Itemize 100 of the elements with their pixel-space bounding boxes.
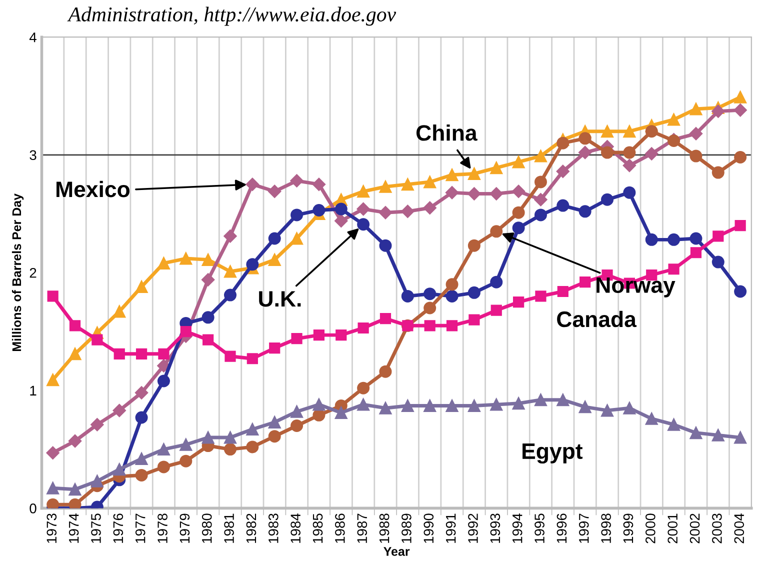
- point: [158, 348, 170, 360]
- point: [668, 113, 680, 126]
- point: [668, 418, 680, 431]
- point: [92, 334, 103, 346]
- point: [512, 206, 525, 219]
- point: [401, 178, 414, 191]
- point: [601, 125, 614, 138]
- point: [690, 247, 702, 258]
- point: [291, 333, 302, 344]
- point: [712, 428, 724, 442]
- x-tick-label: 1996: [556, 514, 567, 543]
- point: [224, 431, 236, 444]
- point: [424, 320, 436, 332]
- x-tick-label: 1974: [68, 513, 79, 543]
- point: [623, 402, 636, 414]
- point: [446, 278, 458, 291]
- point: [734, 431, 747, 444]
- point: [468, 399, 480, 412]
- point: [68, 483, 82, 496]
- x-tick-label: 1988: [379, 514, 390, 543]
- point: [180, 326, 192, 338]
- point: [268, 232, 281, 245]
- point: [246, 353, 258, 364]
- point: [357, 398, 370, 411]
- point: [490, 398, 503, 411]
- x-tick-label: 1980: [202, 514, 212, 543]
- point: [313, 330, 325, 341]
- point: [424, 176, 436, 188]
- point: [512, 222, 525, 234]
- point: [46, 374, 60, 386]
- point: [135, 468, 148, 482]
- x-tick-label: 2003: [712, 514, 722, 544]
- point: [224, 230, 237, 243]
- point: [712, 230, 724, 242]
- point: [90, 418, 104, 432]
- x-axis-title: Year: [384, 547, 410, 556]
- x-tick-label: 1994: [512, 513, 522, 543]
- x-tick-label: 1987: [357, 514, 368, 543]
- series-label: Egypt: [522, 444, 583, 464]
- point: [201, 273, 215, 286]
- x-tick-label: 1976: [113, 514, 124, 543]
- point: [601, 193, 614, 206]
- x-tick-label: 1997: [578, 514, 589, 543]
- point: [645, 147, 658, 160]
- point: [379, 402, 392, 414]
- point: [423, 201, 436, 214]
- x-tick-label: 1992: [468, 514, 478, 543]
- point: [290, 208, 304, 222]
- point: [379, 180, 392, 193]
- point: [157, 460, 170, 474]
- point: [424, 302, 436, 314]
- point: [246, 258, 259, 271]
- point: [224, 288, 236, 302]
- x-tick-label: 1982: [246, 514, 256, 543]
- point: [68, 498, 82, 508]
- point: [623, 125, 636, 138]
- point: [290, 405, 304, 418]
- point: [46, 482, 60, 494]
- x-tick-label: 1990: [424, 514, 434, 543]
- point: [401, 204, 414, 218]
- point: [557, 286, 568, 298]
- y-axis-title: Millions of Barrels Per Day: [12, 194, 24, 352]
- point: [47, 290, 58, 302]
- point: [290, 420, 304, 432]
- point: [734, 104, 747, 117]
- text: Mexico: [56, 180, 130, 198]
- point: [224, 443, 236, 456]
- point: [202, 431, 214, 444]
- point: [578, 400, 592, 414]
- x-tick-label: 1999: [623, 514, 634, 543]
- point: [446, 399, 458, 412]
- point: [689, 127, 703, 140]
- point: [90, 474, 104, 488]
- point: [180, 454, 192, 468]
- point: [246, 423, 259, 436]
- point: [445, 186, 459, 200]
- x-tick-label: 1981: [224, 514, 234, 543]
- point: [690, 232, 702, 245]
- text: Norway: [596, 277, 676, 298]
- point: [601, 146, 614, 159]
- point: [180, 252, 192, 265]
- point: [357, 382, 370, 394]
- x-tick-label: 1985: [312, 514, 323, 543]
- x-tick-label: 1991: [446, 514, 456, 543]
- x-tick-label: 2001: [668, 514, 678, 544]
- x-tick-label: 1984: [290, 513, 301, 543]
- point: [556, 164, 570, 178]
- point: [645, 125, 658, 138]
- point: [690, 102, 702, 116]
- x-tick-label: 1983: [268, 514, 278, 543]
- point: [157, 256, 170, 270]
- x-tick-label: 1973: [46, 514, 57, 543]
- x-tick-label: 1978: [158, 514, 168, 543]
- point: [690, 426, 702, 440]
- point: [246, 178, 260, 191]
- point: [512, 156, 525, 168]
- point: [112, 404, 126, 418]
- point: [312, 178, 326, 191]
- point: [268, 184, 282, 198]
- point: [490, 187, 503, 200]
